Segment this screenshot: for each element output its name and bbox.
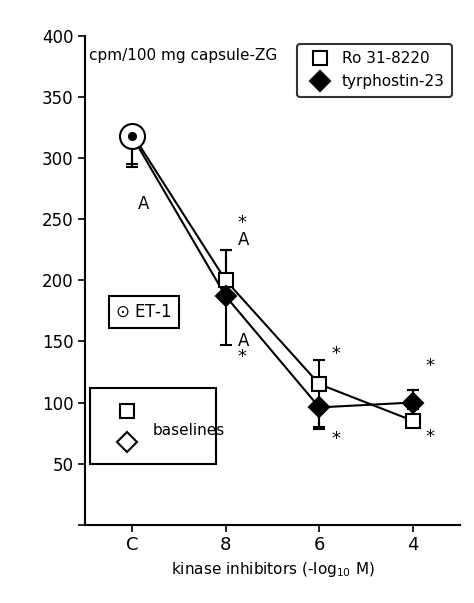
Text: *: *	[238, 214, 247, 232]
Text: A: A	[238, 231, 249, 249]
Text: *: *	[331, 430, 340, 448]
Text: cpm/100 mg capsule-ZG: cpm/100 mg capsule-ZG	[89, 48, 277, 63]
Legend: Ro 31-8220, tyrphostin-23: Ro 31-8220, tyrphostin-23	[297, 44, 452, 96]
Text: $\odot$ ET-1: $\odot$ ET-1	[115, 303, 172, 321]
Text: baselines: baselines	[153, 423, 225, 438]
Text: *: *	[425, 357, 434, 375]
Text: A: A	[137, 195, 149, 213]
Text: *: *	[425, 428, 434, 446]
Text: A: A	[238, 332, 249, 350]
X-axis label: kinase inhibitors (-log$_{10}$ M): kinase inhibitors (-log$_{10}$ M)	[171, 560, 374, 579]
Bar	[90, 388, 216, 464]
Text: *: *	[331, 345, 340, 362]
Text: *: *	[238, 349, 247, 367]
